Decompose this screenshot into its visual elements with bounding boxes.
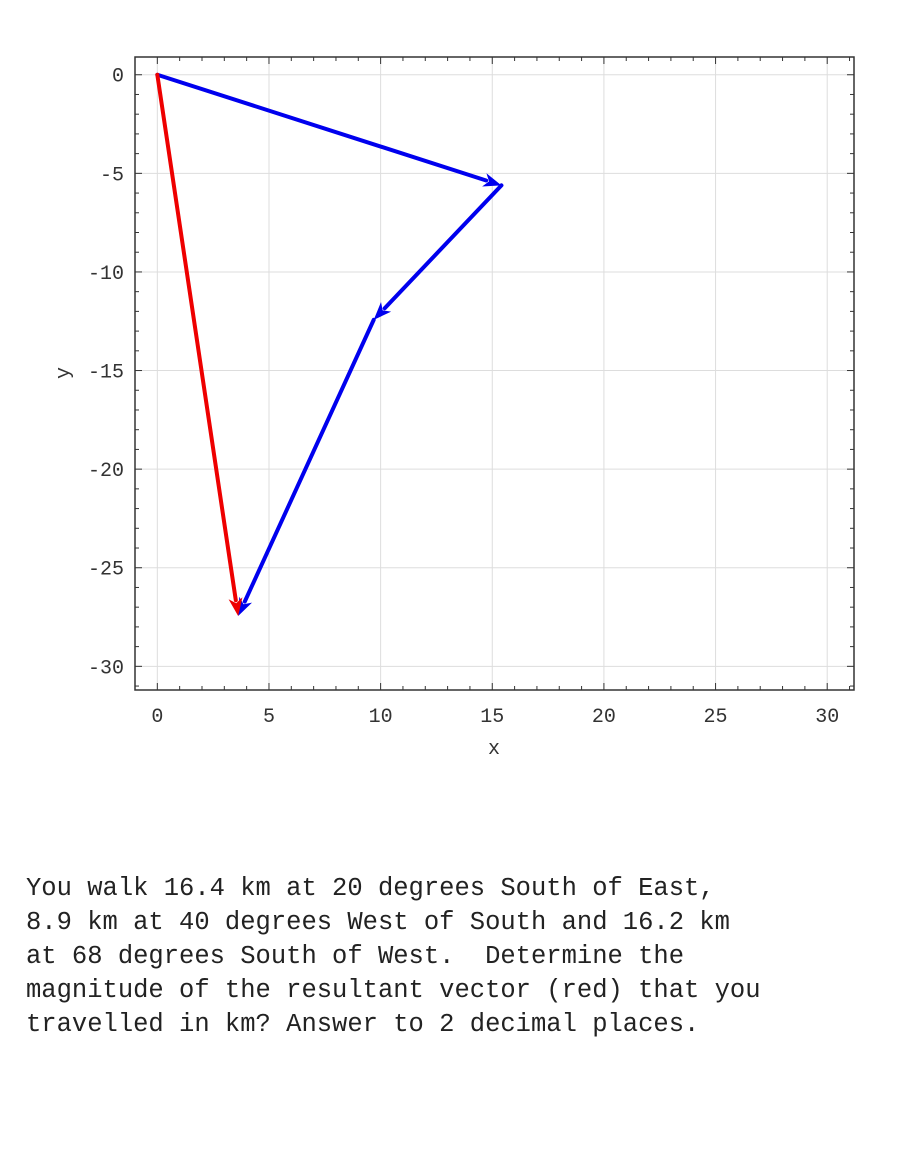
- x-tick-label: 25: [704, 706, 728, 729]
- x-tick-label: 0: [151, 706, 163, 729]
- y-tick-label: -10: [88, 263, 124, 286]
- x-tick-label: 30: [815, 706, 839, 729]
- y-tick-label: -30: [88, 657, 124, 680]
- x-tick-labels: 0 5 10 15 20 25 30: [151, 706, 839, 729]
- grid-lines: [135, 57, 854, 690]
- x-tick-label: 5: [263, 706, 275, 729]
- x-tick-label: 10: [369, 706, 393, 729]
- x-tick-label: 15: [480, 706, 504, 729]
- y-tick-label: -20: [88, 460, 124, 483]
- vector-arrows: [155, 72, 504, 617]
- vector-plot: 0 5 10 15 20 25 30 0 -5 -10 -15 -20 -25 -30 x y: [53, 56, 855, 761]
- y-tick-label: -5: [100, 164, 124, 187]
- x-axis-label: x: [488, 738, 500, 761]
- vector-arrow-head: [228, 597, 243, 617]
- question-line: travelled in km? Answer to 2 decimal pla…: [26, 1010, 700, 1039]
- vector-arrow-shaft: [242, 317, 376, 604]
- y-tick-label: -15: [88, 362, 124, 385]
- x-tick-label: 20: [592, 706, 616, 729]
- vector-arrow-shaft: [155, 72, 489, 183]
- question-line: at 68 degrees South of West. Determine t…: [26, 942, 685, 971]
- question-line: magnitude of the resultant vector (red) …: [26, 976, 761, 1005]
- y-axis-label: y: [53, 367, 76, 379]
- y-tick-label: 0: [112, 66, 124, 89]
- question-line: You walk 16.4 km at 20 degrees South of …: [26, 874, 715, 903]
- vector-arrow-head: [482, 173, 502, 187]
- y-tick-label: -25: [88, 559, 124, 582]
- axis-ticks: [134, 57, 854, 690]
- question-line: 8.9 km at 40 degrees West of South and 1…: [26, 908, 730, 937]
- vector-arrow-shaft: [382, 183, 504, 311]
- plot-frame: [134, 56, 855, 691]
- vector-arrow-head: [373, 301, 392, 320]
- vector-arrow-shaft: [155, 72, 238, 603]
- vector-arrow-head: [238, 596, 253, 617]
- y-tick-labels: 0 -5 -10 -15 -20 -25 -30: [88, 66, 124, 681]
- question-text: You walk 16.4 km at 20 degrees South of …: [26, 872, 886, 1042]
